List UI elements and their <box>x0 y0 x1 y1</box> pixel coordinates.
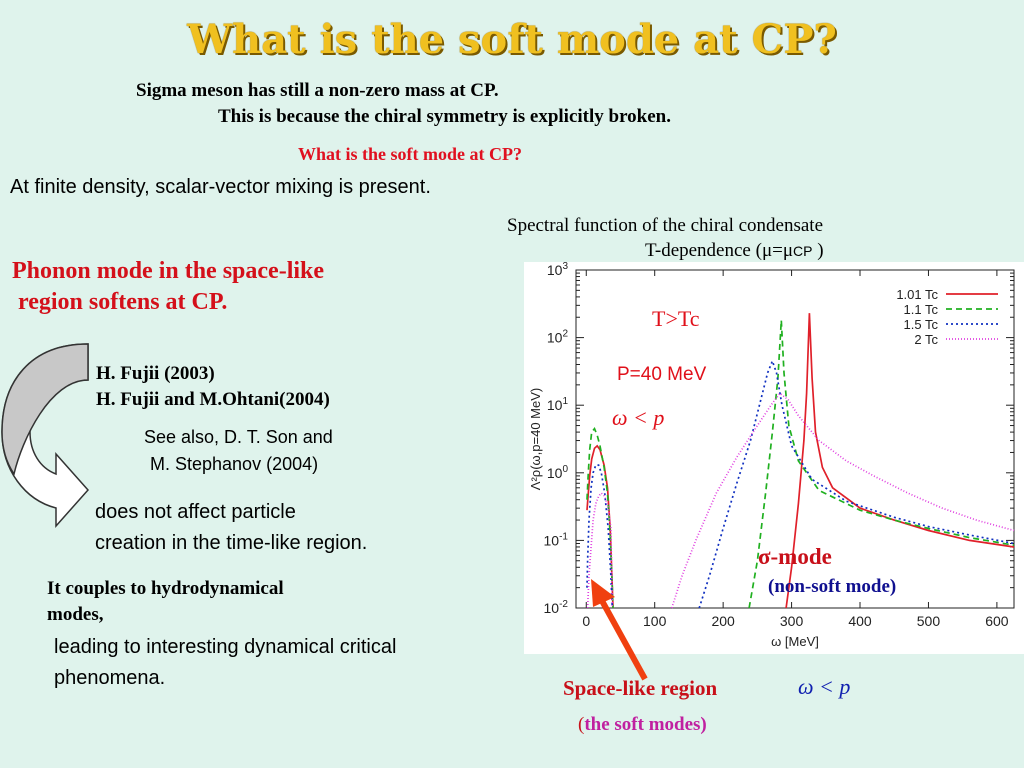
soft-modes-label: (the soft modes) <box>578 714 707 736</box>
space-like-region-label: Space-like region <box>563 676 718 700</box>
y-tick-label: 101 <box>547 396 569 413</box>
axis-ticks: 0 100 200 300 400 500 600 10-2 10-1 100 101 102 103 <box>544 261 1014 629</box>
leading-line-2: phenomena. <box>54 667 166 689</box>
x-tick-label: 300 <box>780 613 804 629</box>
annotation-p-40-mev: P=40 MeV <box>617 364 707 385</box>
sigma-mode-label: σ-mode <box>758 544 832 569</box>
annotation-t-gt-tc: T>Tc <box>652 306 700 331</box>
y-tick-label: 103 <box>547 262 569 278</box>
x-tick-label: 200 <box>711 613 735 629</box>
slide-title: What is the soft mode at CP? <box>187 16 837 63</box>
x-tick-label: 400 <box>848 613 872 629</box>
legend-label: 1.1 Tc <box>904 302 939 317</box>
y-tick-label: 10-2 <box>544 599 569 616</box>
chiral-symmetry-line: This is because the chiral symmetry is e… <box>218 106 671 127</box>
plot-frame <box>575 269 1015 609</box>
soft-modes-text: the soft modes) <box>584 714 707 735</box>
x-tick-label: 500 <box>917 613 941 629</box>
couples-hydro-text: It couples to hydrodynamical modes, <box>47 576 407 628</box>
leading-line-1: leading to interesting dynamical critica… <box>54 636 397 658</box>
annotation-omega-lt-p: ω < p <box>612 405 665 430</box>
x-tick-label: 100 <box>643 613 667 629</box>
soft-modes-paren: ( <box>578 714 585 735</box>
spectral-function-caption: Spectral function of the chiral condensa… <box>507 215 824 236</box>
not-affect-line-2: creation in the time-like region. <box>95 532 368 554</box>
x-tick-label: 600 <box>985 613 1009 629</box>
couples-line-1: It couples to hydrodynamical <box>47 578 284 599</box>
series-line-1-5-tc <box>586 358 1015 609</box>
series-line-1-1-tc <box>586 320 1015 609</box>
phonon-line-1: Phonon mode in the space-like <box>12 258 325 284</box>
soft-mode-question: What is the soft mode at CP? <box>298 144 522 164</box>
couples-line-2: modes, <box>47 604 104 625</box>
series-line-2-tc <box>586 392 1015 609</box>
see-also-line-2: M. Stephanov (2004) <box>150 454 319 474</box>
not-affect-line-1: does not affect particle <box>95 501 296 523</box>
y-axis-label: Λ²ρ(ω,p=40 MeV) <box>528 388 543 490</box>
ref-fujii-2003: H. Fujii (2003) <box>96 363 215 384</box>
x-tick-label: 0 <box>582 613 590 629</box>
legend-label: 2 Tc <box>914 332 938 347</box>
t-dependence-caption: T-dependence (μ=μCP ) <box>645 240 824 262</box>
y-tick-label: 100 <box>547 464 569 481</box>
mu-equals: μ=μ <box>761 240 794 261</box>
phonon-line-2: region softens at CP. <box>18 289 228 315</box>
t-dependence-suffix: ) <box>812 240 824 261</box>
x-axis-label: ω [MeV] <box>771 634 819 649</box>
legend-label: 1.5 Tc <box>904 317 939 332</box>
legend-label: 1.01 Tc <box>896 287 938 302</box>
curved-arrow-icon <box>1 343 90 528</box>
non-soft-mode-label: (non-soft mode) <box>768 576 897 597</box>
y-tick-label: 10-1 <box>544 531 569 548</box>
y-tick-label: 102 <box>547 329 569 346</box>
ref-fujii-ohtani-2004: H. Fujii and M.Ohtani(2004) <box>96 389 330 410</box>
sigma-meson-line: Sigma meson has still a non-zero mass at… <box>136 80 499 101</box>
series-lines <box>586 313 1015 609</box>
phonon-mode-heading: Phonon mode in the space-like region sof… <box>12 256 482 318</box>
chart-svg: 0 100 200 300 400 500 60010-210-1100101102103 … <box>528 261 1015 649</box>
t-dependence-prefix: T-dependence ( <box>645 240 762 261</box>
see-also-line-1: See also, D. T. Son and <box>144 427 333 447</box>
space-like-omega-lt-p: ω < p <box>798 674 851 699</box>
mixing-statement: At finite density, scalar-vector mixing … <box>10 176 431 198</box>
pointer-arrow-icon <box>591 579 648 681</box>
legend: 1.01 Tc1.1 Tc1.5 Tc2 Tc <box>896 287 998 347</box>
spectral-function-chart: 0 100 200 300 400 500 600 10-2 10-1 100 101 102 103 … <box>524 261 1024 654</box>
cp-subscript: CP <box>793 243 813 259</box>
